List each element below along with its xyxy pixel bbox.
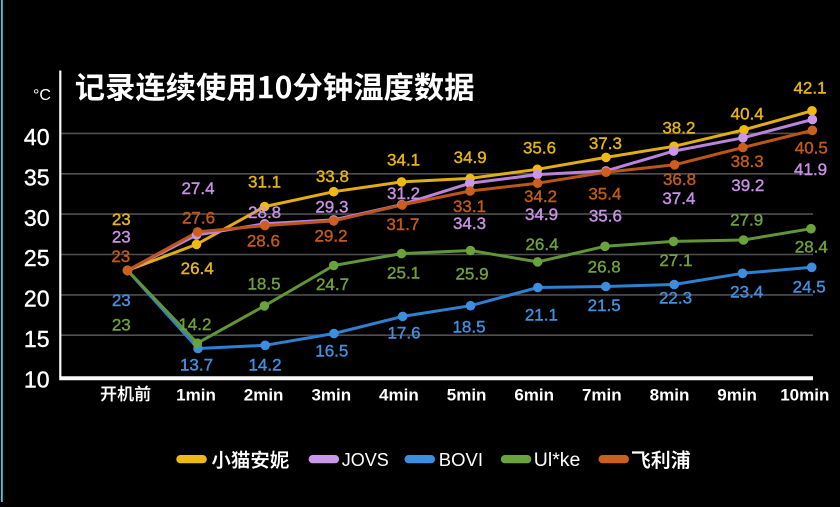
svg-text:29.2: 29.2 bbox=[314, 226, 347, 245]
svg-text:28.8: 28.8 bbox=[248, 203, 281, 222]
svg-text:10min: 10min bbox=[780, 386, 829, 405]
svg-text:31.2: 31.2 bbox=[387, 184, 420, 203]
svg-text:17.6: 17.6 bbox=[387, 323, 420, 342]
svg-text:JOVS: JOVS bbox=[342, 450, 389, 470]
svg-text:28.4: 28.4 bbox=[795, 238, 828, 257]
svg-text:35.6: 35.6 bbox=[589, 206, 622, 225]
svg-text:41.9: 41.9 bbox=[794, 160, 827, 179]
svg-text:30: 30 bbox=[24, 205, 50, 231]
svg-text:27.6: 27.6 bbox=[182, 209, 215, 228]
svg-text:26.4: 26.4 bbox=[525, 235, 558, 254]
svg-text:27.4: 27.4 bbox=[181, 179, 214, 198]
svg-text:37.4: 37.4 bbox=[662, 189, 695, 208]
svg-text:16.5: 16.5 bbox=[315, 341, 348, 360]
svg-text:13.7: 13.7 bbox=[180, 356, 213, 375]
svg-text:38.3: 38.3 bbox=[731, 152, 764, 171]
svg-text:40.4: 40.4 bbox=[731, 104, 764, 123]
svg-text:7min: 7min bbox=[582, 386, 622, 405]
svg-text:5min: 5min bbox=[447, 386, 487, 405]
svg-text:21.1: 21.1 bbox=[525, 306, 558, 325]
svg-text:28.6: 28.6 bbox=[247, 231, 280, 250]
svg-text:42.1: 42.1 bbox=[793, 79, 826, 98]
svg-text:40: 40 bbox=[24, 124, 50, 150]
svg-text:25.9: 25.9 bbox=[455, 265, 488, 284]
svg-text:14.2: 14.2 bbox=[248, 356, 281, 375]
svg-text:2min: 2min bbox=[244, 386, 284, 405]
svg-text:10: 10 bbox=[24, 366, 50, 392]
svg-text:34.9: 34.9 bbox=[525, 205, 558, 224]
svg-text:33.8: 33.8 bbox=[316, 167, 349, 186]
svg-text:°C: °C bbox=[33, 87, 51, 104]
svg-text:25: 25 bbox=[24, 245, 50, 271]
svg-text:37.3: 37.3 bbox=[589, 134, 622, 153]
svg-text:27.9: 27.9 bbox=[730, 210, 763, 229]
svg-text:29.3: 29.3 bbox=[315, 197, 348, 216]
svg-text:4min: 4min bbox=[379, 386, 419, 405]
svg-text:39.2: 39.2 bbox=[731, 176, 764, 195]
svg-text:34.1: 34.1 bbox=[387, 151, 420, 170]
svg-text:40.5: 40.5 bbox=[795, 139, 828, 158]
svg-text:26.4: 26.4 bbox=[181, 259, 214, 278]
svg-text:25.1: 25.1 bbox=[387, 264, 420, 283]
svg-text:8min: 8min bbox=[650, 386, 690, 405]
svg-text:36.8: 36.8 bbox=[663, 170, 696, 189]
svg-text:6min: 6min bbox=[514, 386, 554, 405]
svg-text:23.4: 23.4 bbox=[730, 283, 763, 302]
svg-text:27.1: 27.1 bbox=[659, 251, 692, 270]
svg-text:31.1: 31.1 bbox=[248, 172, 281, 191]
svg-text:35: 35 bbox=[24, 165, 50, 191]
svg-text:Ul*ke: Ul*ke bbox=[534, 449, 581, 471]
svg-text:23: 23 bbox=[112, 316, 131, 335]
svg-text:1min: 1min bbox=[176, 386, 216, 405]
svg-text:18.5: 18.5 bbox=[452, 317, 485, 336]
svg-text:21.5: 21.5 bbox=[588, 296, 621, 315]
svg-text:22.3: 22.3 bbox=[659, 288, 692, 307]
svg-text:31.7: 31.7 bbox=[386, 215, 419, 234]
svg-text:26.8: 26.8 bbox=[588, 258, 621, 277]
svg-text:23: 23 bbox=[112, 210, 131, 229]
svg-text:18.5: 18.5 bbox=[247, 274, 280, 293]
svg-text:23: 23 bbox=[111, 247, 130, 266]
svg-text:20: 20 bbox=[24, 286, 50, 312]
svg-text:3min: 3min bbox=[311, 386, 351, 405]
svg-text:23: 23 bbox=[112, 228, 131, 247]
svg-text:BOVI: BOVI bbox=[439, 449, 483, 470]
svg-text:14.2: 14.2 bbox=[178, 315, 211, 334]
svg-text:24.7: 24.7 bbox=[316, 275, 349, 294]
svg-text:15: 15 bbox=[24, 326, 50, 352]
svg-text:9min: 9min bbox=[717, 386, 757, 405]
svg-text:34.3: 34.3 bbox=[453, 214, 486, 233]
svg-text:34.2: 34.2 bbox=[524, 187, 557, 206]
svg-text:35.4: 35.4 bbox=[588, 184, 621, 203]
svg-text:33.1: 33.1 bbox=[453, 197, 486, 216]
svg-text:35.6: 35.6 bbox=[523, 139, 556, 158]
svg-text:23: 23 bbox=[112, 291, 131, 310]
svg-text:34.9: 34.9 bbox=[454, 148, 487, 167]
svg-text:24.5: 24.5 bbox=[793, 278, 826, 297]
svg-text:38.2: 38.2 bbox=[662, 119, 695, 138]
